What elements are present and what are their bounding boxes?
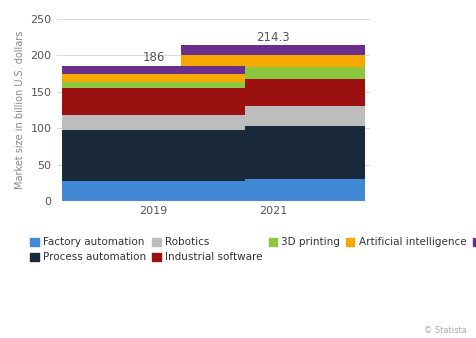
Bar bbox=[61, 115, 245, 130]
Bar bbox=[181, 179, 365, 201]
Bar bbox=[181, 45, 365, 55]
Bar bbox=[181, 79, 365, 106]
Text: 214.3: 214.3 bbox=[256, 30, 290, 44]
Text: © Statista: © Statista bbox=[424, 325, 466, 335]
Legend: Factory automation, Process automation, Robotics, Industrial software, 3D printi: Factory automation, Process automation, … bbox=[30, 237, 476, 262]
Bar bbox=[61, 180, 245, 201]
Bar bbox=[61, 66, 245, 74]
Y-axis label: Market size in billion U.S. dollars: Market size in billion U.S. dollars bbox=[15, 31, 25, 189]
Bar bbox=[181, 126, 365, 179]
Bar bbox=[61, 82, 245, 88]
Bar bbox=[181, 55, 365, 67]
Bar bbox=[61, 130, 245, 180]
Bar bbox=[181, 67, 365, 79]
Bar bbox=[61, 74, 245, 82]
Text: 186: 186 bbox=[142, 51, 165, 64]
Bar bbox=[181, 106, 365, 126]
Bar bbox=[61, 88, 245, 115]
